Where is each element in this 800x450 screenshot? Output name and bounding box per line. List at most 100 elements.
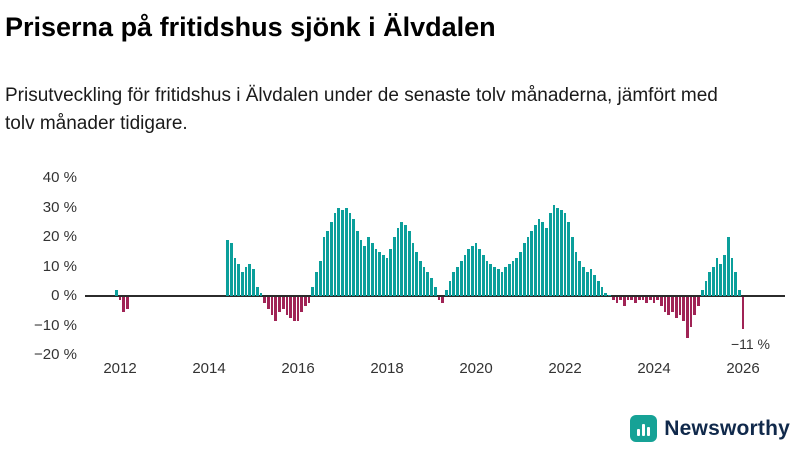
- data-bar: [444, 290, 448, 296]
- bar-chart-icon: [630, 415, 658, 442]
- data-bar: [430, 278, 433, 296]
- data-bar: [667, 297, 671, 315]
- data-bar: [281, 297, 285, 309]
- data-bar: [500, 272, 504, 296]
- y-axis-tick-label: 0 %: [51, 287, 77, 304]
- data-bar: [726, 237, 730, 296]
- data-bar: [686, 297, 689, 339]
- data-bar: [118, 297, 122, 300]
- data-bar: [597, 281, 600, 296]
- data-bar: [363, 245, 367, 296]
- data-bar: [311, 287, 315, 296]
- data-bar: [619, 297, 622, 300]
- data-bar: [482, 254, 485, 296]
- data-bar: [241, 272, 244, 296]
- data-bar: [378, 251, 381, 296]
- data-bar: [407, 231, 411, 296]
- data-bar: [270, 297, 274, 315]
- data-bar: [504, 266, 507, 296]
- data-bar: [459, 260, 463, 296]
- data-bar: [400, 222, 404, 296]
- x-axis-tick-label: 2018: [370, 360, 404, 377]
- data-bar: [526, 237, 530, 296]
- data-bar: [370, 242, 374, 296]
- data-bar: [381, 254, 385, 296]
- y-axis-tick-label: −10 %: [34, 316, 77, 334]
- data-bar: [663, 297, 667, 312]
- data-bar: [485, 260, 489, 296]
- data-bar: [367, 237, 370, 296]
- data-bar: [537, 219, 541, 296]
- data-bar: [252, 269, 255, 296]
- data-bar: [326, 231, 329, 296]
- data-bar: [530, 231, 533, 296]
- data-bar: [652, 297, 656, 303]
- data-bar: [519, 251, 522, 296]
- data-bar: [244, 266, 248, 296]
- data-bar: [674, 297, 678, 318]
- data-bar: [263, 297, 266, 303]
- data-bar: [574, 251, 578, 296]
- x-axis-tick-label: 2014: [192, 360, 226, 377]
- x-axis-tick-label: 2026: [726, 360, 760, 377]
- data-bar: [567, 222, 571, 296]
- data-bar: [237, 263, 240, 296]
- data-bar: [452, 272, 456, 296]
- data-bar: [671, 297, 674, 312]
- x-axis-tick-label: 2024: [637, 360, 671, 377]
- data-bar: [374, 248, 378, 296]
- data-bar: [578, 260, 582, 296]
- x-axis-tick-label: 2020: [459, 360, 493, 377]
- data-bar: [708, 272, 711, 296]
- data-bar: [689, 297, 693, 327]
- data-bar: [682, 297, 685, 321]
- data-bar: [593, 275, 596, 296]
- data-bar: [233, 257, 237, 296]
- data-bar: [678, 297, 682, 315]
- data-bar: [493, 266, 496, 296]
- data-bar: [419, 260, 422, 296]
- data-bar: [582, 266, 585, 296]
- data-bar: [433, 287, 437, 296]
- data-bar: [385, 257, 389, 296]
- data-bar: [348, 213, 352, 296]
- data-bar: [508, 263, 511, 296]
- data-bar: [548, 213, 552, 296]
- data-bar: [322, 237, 326, 296]
- data-bar: [571, 237, 574, 296]
- data-bar: [604, 293, 608, 296]
- data-bar: [426, 272, 430, 296]
- data-bar: [737, 290, 741, 296]
- data-bar: [352, 219, 355, 296]
- data-bar: [741, 297, 745, 330]
- data-bar: [515, 257, 519, 296]
- y-axis-tick-label: −20 %: [34, 346, 77, 363]
- data-bar: [645, 297, 648, 303]
- data-bar: [318, 260, 322, 296]
- page-title: Priserna på fritidshus sjönk i Älvdalen: [5, 12, 496, 42]
- data-bar: [404, 225, 407, 296]
- data-bar: [533, 225, 537, 296]
- data-bar: [229, 242, 233, 296]
- y-axis-tick-label: 20 %: [42, 228, 77, 245]
- data-bar: [622, 297, 626, 306]
- data-bar: [734, 272, 737, 296]
- data-bar: [600, 287, 604, 296]
- data-bar: [630, 297, 634, 300]
- data-bar: [296, 297, 300, 321]
- data-bar: [470, 245, 474, 296]
- data-bar: [715, 257, 719, 296]
- data-bar: [266, 297, 270, 309]
- data-bar: [467, 248, 470, 296]
- data-bar: [711, 266, 715, 296]
- data-bar: [274, 297, 278, 321]
- data-bar: [496, 269, 500, 296]
- data-bar: [700, 290, 704, 296]
- data-bar: [344, 207, 348, 296]
- data-bar: [304, 297, 307, 306]
- data-bar: [660, 297, 663, 306]
- data-bar: [415, 251, 418, 296]
- data-bar: [330, 222, 333, 296]
- data-bar: [463, 254, 467, 296]
